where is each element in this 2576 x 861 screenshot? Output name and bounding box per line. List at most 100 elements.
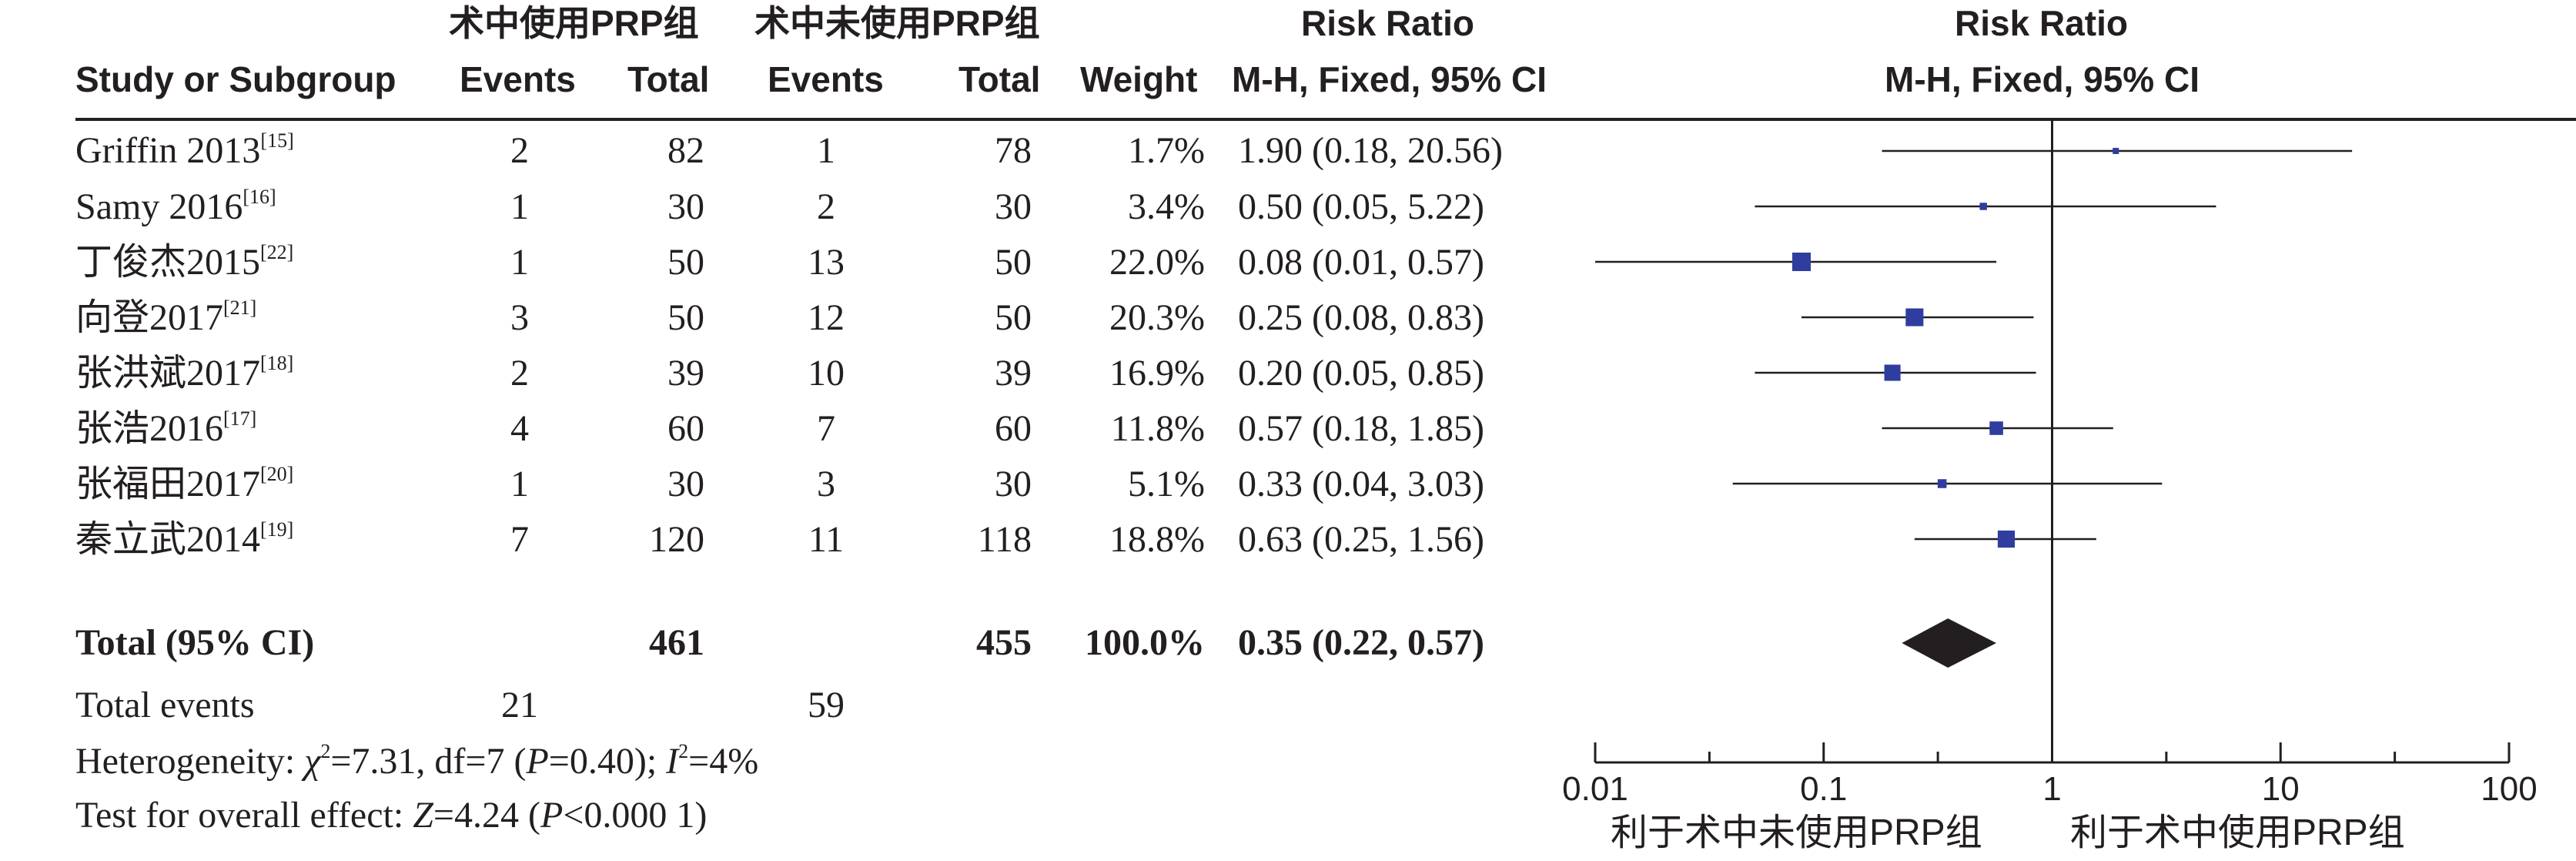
method-plot-header: M-H, Fixed, 95% CI bbox=[1885, 59, 2200, 99]
i-symbol: I bbox=[666, 741, 679, 782]
study-total2: 118 bbox=[977, 519, 1032, 560]
study-name: 张洪斌2017[18] bbox=[75, 352, 294, 394]
heterogeneity-text: Heterogeneity: χ2=7.31, df=7 (P=0.40); I… bbox=[75, 740, 759, 782]
study-ci: 0.08 (0.01, 0.57) bbox=[1238, 242, 1484, 283]
study-ci: 0.63 (0.25, 1.56) bbox=[1238, 519, 1484, 560]
study-ci: 0.50 (0.05, 5.22) bbox=[1238, 186, 1484, 227]
chi-symbol: χ bbox=[304, 741, 321, 782]
study-total2: 50 bbox=[995, 242, 1032, 283]
total-events-label: Total events bbox=[75, 685, 255, 725]
study-events1: 1 bbox=[510, 186, 529, 227]
study-events2: 3 bbox=[817, 464, 835, 504]
study-ref: [16] bbox=[243, 186, 276, 208]
study-total1: 30 bbox=[667, 186, 704, 227]
study-name: 张浩2016[17] bbox=[75, 407, 257, 449]
total-weight: 100.0% bbox=[1085, 622, 1205, 663]
study-total2: 78 bbox=[995, 130, 1032, 171]
axis-tick-label: 10 bbox=[2261, 770, 2300, 808]
effect-marker bbox=[2113, 148, 2119, 154]
total-ci: 0.35 (0.22, 0.57) bbox=[1238, 622, 1484, 663]
study-name-text: 张浩2016 bbox=[75, 408, 224, 449]
study-events1: 7 bbox=[510, 519, 529, 560]
study-events1: 4 bbox=[510, 408, 529, 449]
study-weight: 5.1% bbox=[1128, 464, 1205, 504]
total-events-e1: 21 bbox=[501, 685, 538, 725]
study-weight: 16.9% bbox=[1109, 353, 1205, 394]
z-symbol: Z bbox=[413, 795, 433, 836]
p-symbol: P bbox=[526, 741, 549, 782]
study-events1: 2 bbox=[510, 130, 529, 171]
study-events1: 2 bbox=[510, 353, 529, 394]
study-name-text: 张福田2017 bbox=[75, 464, 261, 504]
heterogeneity-label: Heterogeneity: bbox=[75, 741, 305, 782]
overall-label: Test for overall effect: bbox=[75, 795, 413, 836]
study-total2: 50 bbox=[995, 297, 1032, 338]
study-name-text: Samy 2016 bbox=[75, 186, 243, 227]
group2-header: 术中未使用PRP组 bbox=[754, 3, 1040, 43]
chi-value: =7.31, df=7 ( bbox=[330, 741, 527, 782]
study-total1: 39 bbox=[667, 353, 704, 394]
axis-tick-label: 0.1 bbox=[1800, 770, 1848, 808]
study-ci: 0.20 (0.05, 0.85) bbox=[1238, 353, 1484, 394]
effect-marker bbox=[1989, 421, 2003, 435]
study-name: 丁俊杰2015[22] bbox=[75, 241, 294, 281]
total-events-e2: 59 bbox=[808, 685, 845, 725]
total2-column-header: Total bbox=[958, 59, 1041, 99]
total1-column-header: Total bbox=[627, 59, 710, 99]
effect-marker bbox=[1905, 308, 1924, 327]
axis-tick-label: 100 bbox=[2481, 770, 2538, 808]
study-ref: [21] bbox=[223, 296, 257, 319]
study-ref: [17] bbox=[223, 407, 257, 430]
total-label: Total (95% CI) bbox=[75, 622, 315, 663]
study-events1: 1 bbox=[510, 242, 529, 283]
study-name: Griffin 2013[15] bbox=[75, 129, 294, 171]
study-ref: [22] bbox=[260, 241, 294, 263]
study-name: 秦立武2014[19] bbox=[75, 519, 293, 560]
study-ci: 1.90 (0.18, 20.56) bbox=[1238, 130, 1503, 171]
study-name: 向登2017[21] bbox=[75, 297, 256, 338]
z-value: =4.24 ( bbox=[433, 795, 540, 836]
effect-marker bbox=[1937, 479, 1947, 488]
study-name-text: 向登2017 bbox=[75, 297, 224, 338]
study-total2: 39 bbox=[995, 353, 1032, 394]
study-weight: 18.8% bbox=[1109, 519, 1205, 560]
study-events2: 2 bbox=[817, 186, 835, 227]
study-ci: 0.33 (0.04, 3.03) bbox=[1238, 464, 1484, 504]
study-events1: 3 bbox=[510, 297, 529, 338]
study-ref: [15] bbox=[260, 129, 294, 152]
study-total2: 60 bbox=[995, 408, 1032, 449]
study-total1: 50 bbox=[667, 242, 704, 283]
i-value: =4% bbox=[688, 741, 759, 782]
pooled-diamond bbox=[1902, 618, 1997, 668]
study-total2: 30 bbox=[995, 186, 1032, 227]
overall-effect-text: Test for overall effect: Z=4.24 (P<0.000… bbox=[75, 797, 707, 834]
study-total1: 30 bbox=[667, 464, 704, 504]
study-events2: 12 bbox=[808, 297, 845, 338]
study-name: 张福田2017[20] bbox=[75, 464, 293, 504]
events2-column-header: Events bbox=[768, 59, 884, 99]
study-events2: 10 bbox=[808, 353, 845, 394]
method-table-header: M-H, Fixed, 95% CI bbox=[1232, 59, 1547, 99]
p-value: =0.40); bbox=[548, 741, 667, 782]
study-ref: [18] bbox=[260, 352, 294, 374]
axis-tick-label: 0.01 bbox=[1562, 770, 1628, 808]
effect-marker bbox=[1791, 253, 1811, 271]
overall-p-symbol: P bbox=[540, 795, 564, 836]
study-name-text: Griffin 2013 bbox=[75, 130, 261, 171]
study-total1: 60 bbox=[667, 408, 704, 449]
study-name-text: 秦立武2014 bbox=[75, 519, 261, 560]
study-weight: 1.7% bbox=[1128, 130, 1205, 171]
weight-column-header: Weight bbox=[1080, 59, 1198, 99]
study-ci: 0.25 (0.08, 0.83) bbox=[1238, 297, 1484, 338]
study-total1: 120 bbox=[649, 519, 704, 560]
study-total2: 30 bbox=[995, 464, 1032, 504]
study-name-text: 张洪斌2017 bbox=[75, 353, 261, 394]
overall-p-value: <0.000 1) bbox=[563, 795, 708, 836]
favours-left-label: 利于术中未使用PRP组 bbox=[1611, 812, 1982, 853]
favours-right-label: 利于术中使用PRP组 bbox=[2070, 812, 2405, 853]
study-events1: 1 bbox=[510, 464, 529, 504]
effect-marker bbox=[1979, 203, 1987, 210]
study-total1: 82 bbox=[667, 130, 704, 171]
